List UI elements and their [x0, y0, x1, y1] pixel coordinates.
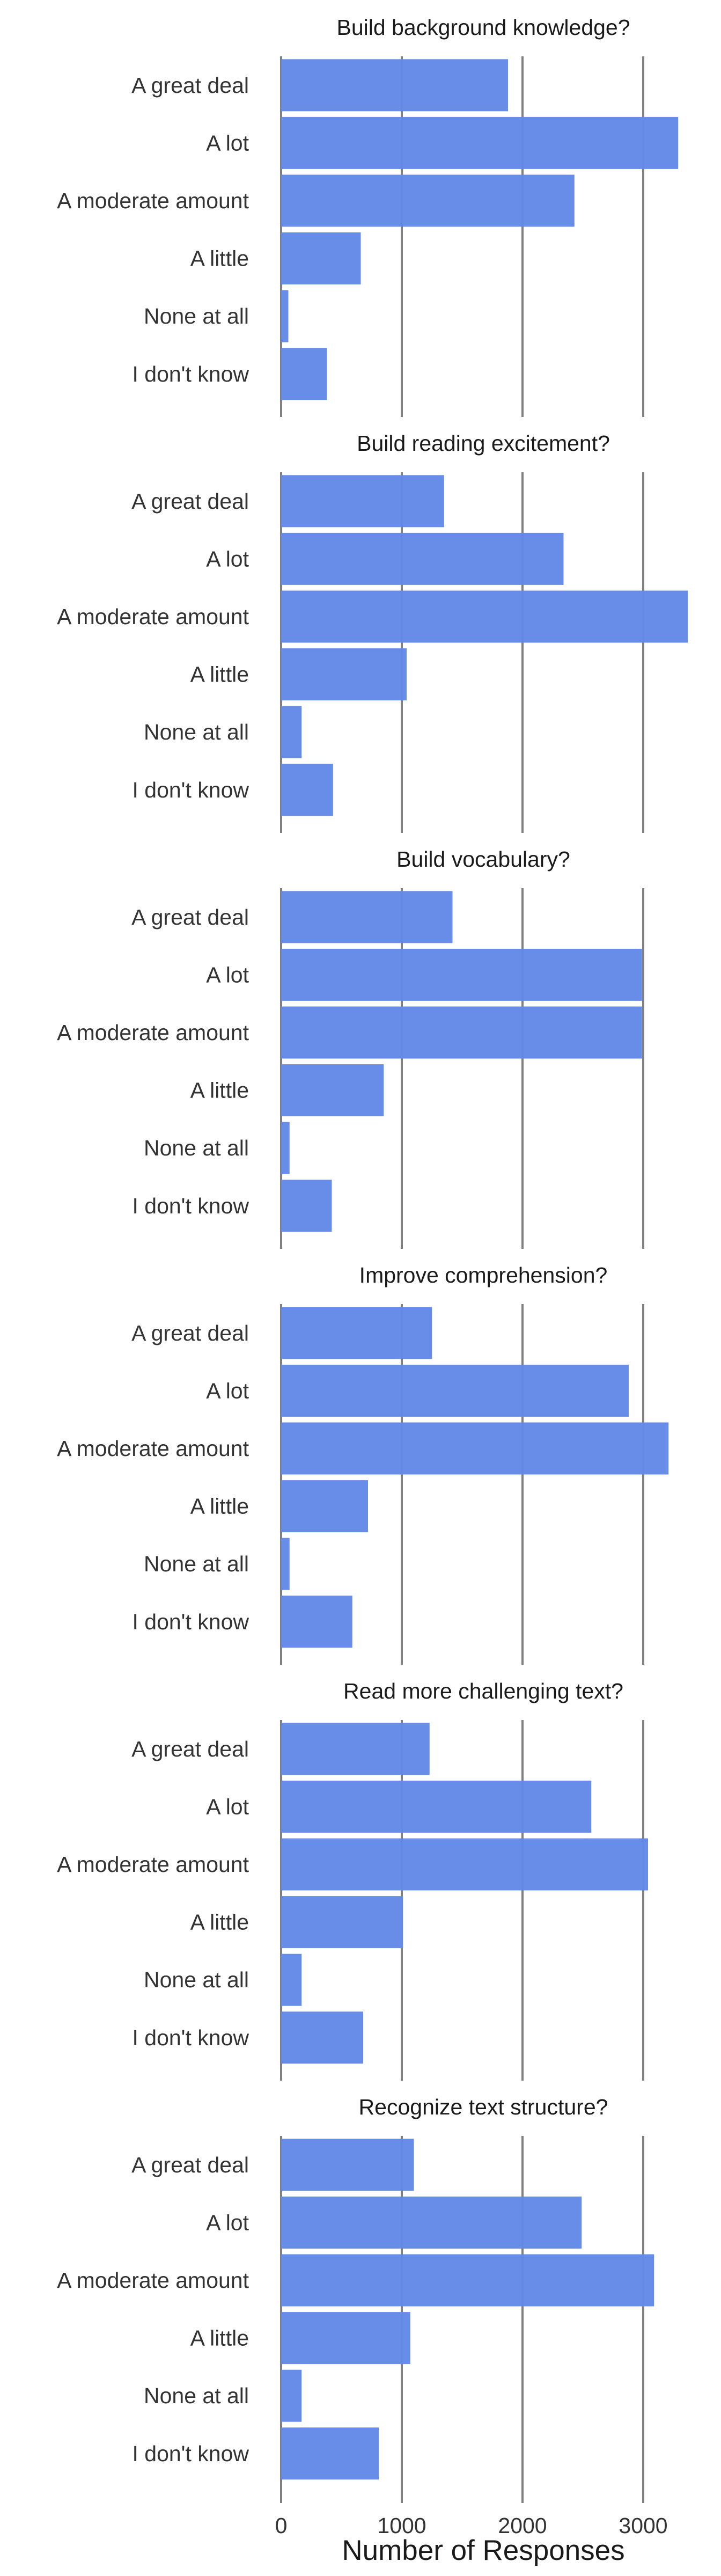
category-label: A moderate amount: [57, 1020, 249, 1045]
category-label: I don't know: [132, 1194, 249, 1218]
bar: [281, 706, 302, 758]
bar: [281, 174, 575, 227]
bar: [281, 1953, 302, 2006]
bar: [281, 1064, 384, 1117]
bar: [281, 2196, 582, 2249]
category-label: I don't know: [132, 1609, 249, 1634]
bar: [281, 1480, 368, 1533]
bar: [281, 590, 688, 643]
bar: [281, 116, 679, 169]
bar: [281, 1006, 642, 1059]
chart-panel: Read more challenging text? A great deal A…: [57, 1679, 648, 2081]
bar: [281, 1180, 332, 1232]
category-label: A moderate amount: [57, 1852, 249, 1877]
category-label: A little: [190, 246, 249, 271]
category-label: A great deal: [131, 489, 249, 514]
x-axis-label: Number of Responses: [342, 2535, 624, 2566]
category-label: None at all: [144, 2383, 249, 2408]
category-label: I don't know: [132, 362, 249, 386]
category-label: A lot: [206, 1794, 249, 1819]
category-label: A lot: [206, 2210, 249, 2235]
category-label: A lot: [206, 546, 249, 571]
category-label: A great deal: [131, 1321, 249, 1345]
category-label: A little: [190, 1078, 249, 1103]
x-tick-label: 2000: [498, 2513, 547, 2538]
category-label: None at all: [144, 1552, 249, 1576]
category-label: I don't know: [132, 2441, 249, 2466]
category-label: A great deal: [131, 1737, 249, 1761]
bar: [281, 1723, 430, 1775]
bar: [281, 1780, 592, 1833]
bar: [281, 2427, 379, 2480]
bar: [281, 532, 564, 585]
category-label: A moderate amount: [57, 2268, 249, 2293]
category-label: A lot: [206, 1378, 249, 1403]
category-label: None at all: [144, 1136, 249, 1160]
category-label: A moderate amount: [57, 1436, 249, 1461]
chart-panel: Build reading excitement? A great deal A l…: [57, 431, 688, 833]
category-label: A great deal: [131, 2153, 249, 2177]
category-label: A great deal: [131, 905, 249, 930]
bar: [281, 1538, 290, 1590]
bar: [281, 2011, 363, 2064]
panel-title: Recognize text structure?: [359, 2095, 608, 2119]
category-label: A little: [190, 1910, 249, 1935]
bar: [281, 2254, 654, 2307]
panel-title: Build reading excitement?: [357, 431, 610, 456]
category-label: A little: [190, 2326, 249, 2351]
category-label: I don't know: [132, 2025, 249, 2050]
category-label: A great deal: [131, 73, 249, 98]
bar: [281, 59, 508, 112]
bar: [281, 1364, 629, 1417]
chart-panel: Improve comprehension? A great deal A lot A…: [57, 1263, 669, 1665]
panel-title: Read more challenging text?: [343, 1679, 623, 1703]
bar: [281, 764, 333, 816]
bar: [281, 2369, 302, 2422]
bar: [281, 1838, 648, 1891]
bar: [281, 648, 407, 701]
category-label: A little: [190, 1494, 249, 1519]
category-label: None at all: [144, 720, 249, 744]
bar: [281, 1307, 432, 1359]
bar: [281, 2139, 414, 2191]
x-axis: 0 1000 2000 3000: [275, 2497, 668, 2538]
bar: [281, 1422, 669, 1475]
panel-title: Improve comprehension?: [359, 1263, 608, 1287]
bar: [281, 2312, 410, 2365]
category-label: A lot: [206, 962, 249, 987]
bar: [281, 1122, 290, 1174]
chart-panel: Build vocabulary? A great deal A lot A mode…: [57, 847, 644, 1249]
category-label: None at all: [144, 1967, 249, 1992]
category-label: A little: [190, 662, 249, 687]
bar: [281, 290, 289, 342]
bar: [281, 1596, 352, 1648]
bar: [281, 1896, 403, 1949]
category-label: A moderate amount: [57, 188, 249, 213]
category-label: A lot: [206, 130, 249, 155]
bar: [281, 475, 444, 528]
category-label: A moderate amount: [57, 604, 249, 629]
x-tick-label: 0: [275, 2513, 288, 2538]
x-tick-label: 3000: [619, 2513, 667, 2538]
panel-title: Build background knowledge?: [336, 15, 630, 40]
panel-title: Build vocabulary?: [396, 847, 570, 872]
bar: [281, 948, 642, 1001]
chart-panel: Build background knowledge? A great deal A…: [57, 15, 679, 417]
chart-panels: Build background knowledge? A great deal A…: [57, 15, 688, 2497]
bar: [281, 232, 361, 285]
chart-panel: Recognize text structure? A great deal A l…: [57, 2095, 654, 2497]
bar: [281, 348, 327, 400]
category-label: I don't know: [132, 778, 249, 802]
bar: [281, 891, 453, 943]
x-tick-label: 1000: [377, 2513, 426, 2538]
category-label: None at all: [144, 304, 249, 328]
